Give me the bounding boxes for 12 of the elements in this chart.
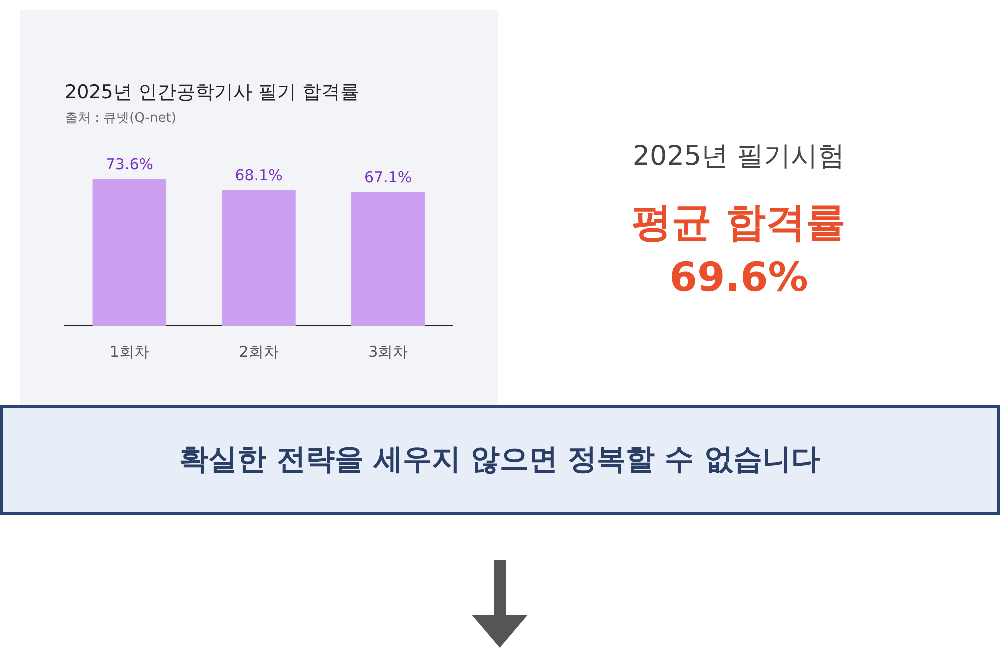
data-label: 73.6% (106, 156, 154, 174)
text: 69.6% (668, 255, 810, 301)
text: 확실한 전략을 세우지 않으면 정복할 수 없습니다 (0, 405, 1000, 515)
chart-subtitle: 출처 : 큐넷(Q-net) (65, 110, 176, 126)
chart-title: 2025년 인간공학기사 필기 합격률 (65, 81, 360, 104)
data-label: 68.1% (235, 166, 283, 185)
x-tick-label: 1회차 (110, 342, 150, 361)
data-label: 67.1% (364, 168, 412, 187)
x-tick-label: 2회차 (239, 342, 279, 361)
text: 2025년 필기시험 (632, 140, 846, 174)
x-tick-label: 3회차 (368, 342, 408, 361)
text: 평균 합격률 (631, 199, 847, 248)
